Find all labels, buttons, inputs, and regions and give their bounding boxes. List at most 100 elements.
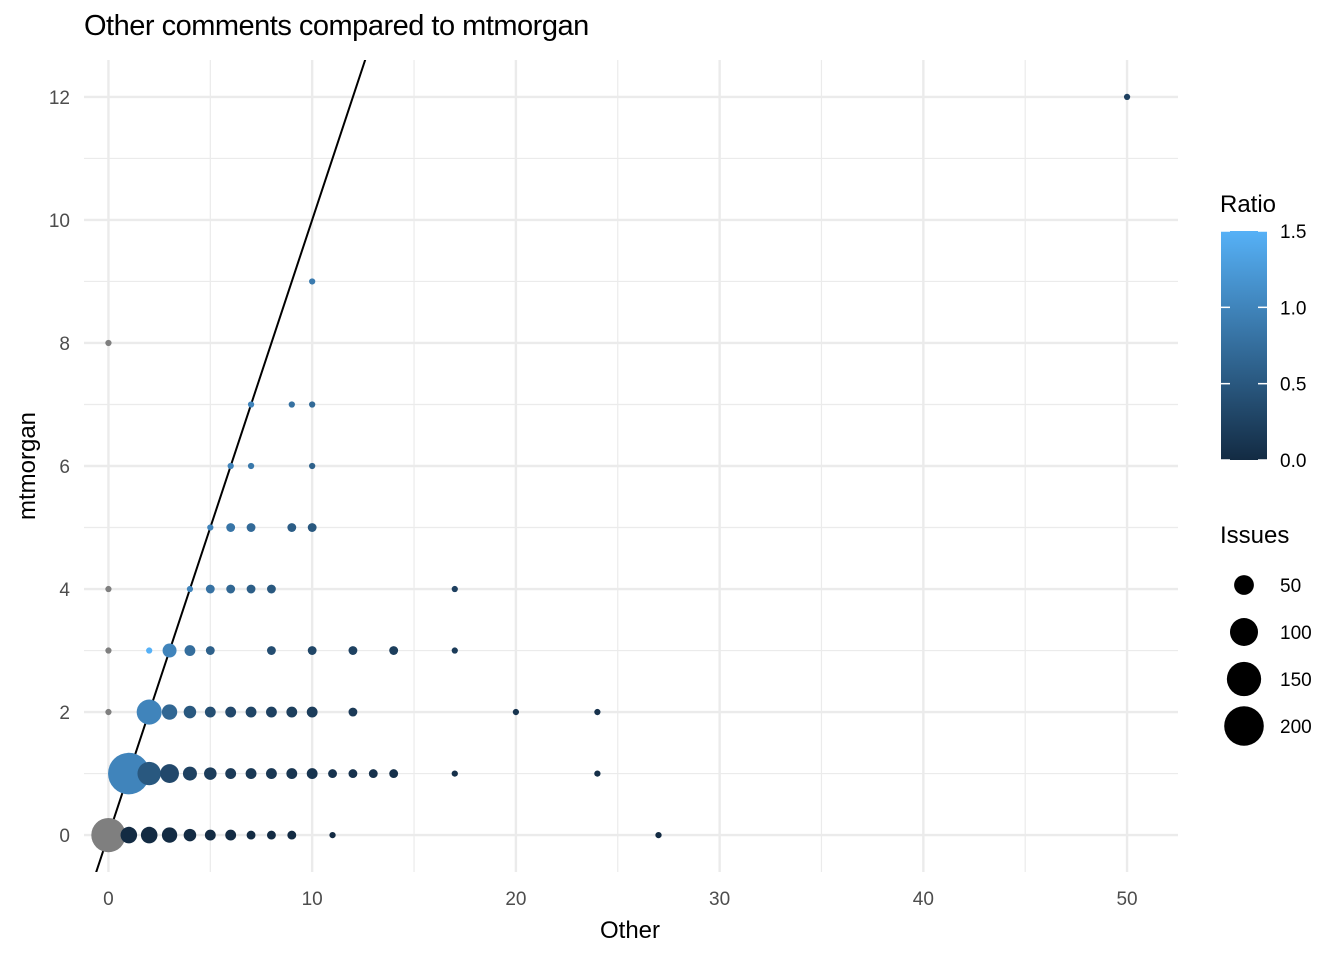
data-point [247,462,255,470]
data-point [594,708,601,716]
size-legend-symbol [1230,618,1258,646]
y-tick-label: 2 [59,703,70,724]
color-legend-title: Ratio [1220,191,1276,218]
data-point [307,523,317,532]
color-legend-label: 1.0 [1280,298,1306,319]
color-legend-ticks: 0.0 0.5 1.0 1.5 [1221,222,1306,472]
data-point [227,462,234,470]
data-point [246,523,256,532]
data-point [161,827,178,843]
data-point [205,646,215,655]
data-point [184,645,196,656]
data-point [286,706,298,718]
data-point [225,768,237,779]
data-point [183,705,197,719]
size-legend-symbol [1234,575,1254,595]
data-point [348,707,358,717]
y-tick-label: 0 [59,826,70,847]
x-axis-title: Other [600,917,660,944]
color-legend-label: 1.5 [1280,222,1306,243]
size-legend-label: 200 [1280,717,1312,738]
data-point [204,706,216,718]
data-point [91,817,126,853]
data-point [451,647,458,654]
data-point [368,769,378,779]
data-point [266,768,277,779]
data-point [226,584,236,594]
data-point [108,752,150,795]
data-point [204,829,216,841]
data-point [183,828,197,842]
data-point [309,462,316,470]
data-point [207,524,214,531]
data-point [186,585,194,593]
data-point [140,826,158,844]
data-point [245,706,257,718]
x-tick-label: 10 [302,889,323,910]
data-point [309,401,316,408]
data-point [105,585,112,593]
reference-line-layer [95,60,367,872]
chart-title: Other comments compared to mtmorgan [84,10,589,42]
data-point [137,761,161,786]
data-point [266,830,276,840]
data-point [348,646,358,655]
data-point [512,708,520,716]
data-point [160,764,179,783]
data-point [307,646,317,655]
size-legend-symbol [1224,706,1264,746]
data-point [246,584,256,594]
data-point [136,699,162,725]
size-legend-symbol [1226,661,1262,697]
y-tick-label: 8 [59,334,70,355]
data-point [306,706,318,718]
size-legend-title: Issues [1220,522,1289,549]
data-point [225,829,237,841]
x-tick-label: 0 [103,889,114,910]
data-point [245,768,257,779]
color-legend: Ratio 0.0 0.5 1.0 1.5 [1220,191,1306,472]
y-tick-label: 10 [49,211,70,232]
data-point [389,769,399,779]
data-point [286,768,298,779]
size-legend-label: 50 [1280,576,1301,597]
data-point [655,831,662,839]
x-tick-label: 20 [505,889,526,910]
color-legend-bar [1221,231,1267,460]
data-point [328,769,337,779]
size-legend-label: 150 [1280,670,1312,691]
x-tick-label: 50 [1116,889,1137,910]
y-tick-label: 6 [59,457,70,478]
data-point [161,704,178,720]
data-point [348,769,358,779]
data-point [288,401,295,408]
data-point [182,766,197,781]
x-tick-label: 40 [913,889,934,910]
data-point [105,647,112,654]
grid [84,60,1178,872]
data-point [266,584,276,594]
data-point [287,830,297,840]
color-legend-label: 0.0 [1280,451,1306,472]
size-legend: Issues 50 100 150 200 [1220,522,1312,746]
data-point [594,770,601,777]
size-legend-label: 100 [1280,623,1312,644]
color-legend-label: 0.5 [1280,375,1306,396]
data-point [246,830,256,840]
data-point [225,706,237,718]
data-point [204,767,217,780]
data-point [105,339,112,347]
data-point [266,706,277,718]
data-point [287,523,297,532]
data-point [329,831,336,839]
data-point [120,826,138,844]
data-point [306,768,318,779]
x-axis-ticks: 0 10 20 30 40 50 [103,889,1137,910]
x-tick-label: 30 [709,889,730,910]
y-tick-label: 4 [59,580,70,601]
data-point [451,770,458,777]
data-point [247,401,255,408]
data-point [266,646,276,655]
data-point [451,585,458,593]
